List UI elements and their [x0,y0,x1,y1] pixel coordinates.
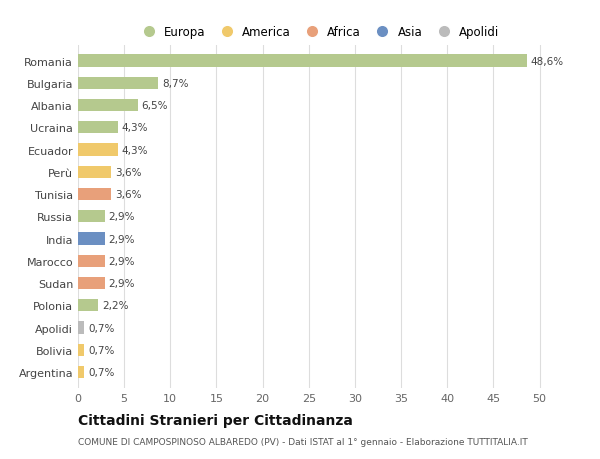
Text: 2,9%: 2,9% [109,279,135,288]
Text: 0,7%: 0,7% [88,367,115,377]
Text: 0,7%: 0,7% [88,323,115,333]
Bar [78,78,158,90]
Bar [78,300,98,312]
Bar [78,189,111,201]
Text: 2,2%: 2,2% [102,301,128,311]
Bar [78,255,105,268]
Text: 4,3%: 4,3% [121,146,148,155]
Text: 3,6%: 3,6% [115,168,142,178]
Text: 8,7%: 8,7% [162,78,188,89]
Text: 2,9%: 2,9% [109,234,135,244]
Bar [78,211,105,223]
Bar [78,277,105,290]
Bar [78,144,118,157]
Bar [78,233,105,245]
Text: 0,7%: 0,7% [88,345,115,355]
Bar [78,100,138,112]
Text: 2,9%: 2,9% [109,256,135,266]
Text: 4,3%: 4,3% [121,123,148,133]
Bar [78,322,85,334]
Text: COMUNE DI CAMPOSPINOSO ALBAREDO (PV) - Dati ISTAT al 1° gennaio - Elaborazione T: COMUNE DI CAMPOSPINOSO ALBAREDO (PV) - D… [78,437,528,446]
Bar [78,366,85,378]
Bar [78,122,118,134]
Text: 6,5%: 6,5% [142,101,168,111]
Text: Cittadini Stranieri per Cittadinanza: Cittadini Stranieri per Cittadinanza [78,414,353,428]
Text: 48,6%: 48,6% [530,56,563,67]
Legend: Europa, America, Africa, Asia, Apolidi: Europa, America, Africa, Asia, Apolidi [132,21,504,44]
Text: 2,9%: 2,9% [109,212,135,222]
Text: 3,6%: 3,6% [115,190,142,200]
Bar [78,56,527,67]
Bar [78,166,111,179]
Bar [78,344,85,356]
